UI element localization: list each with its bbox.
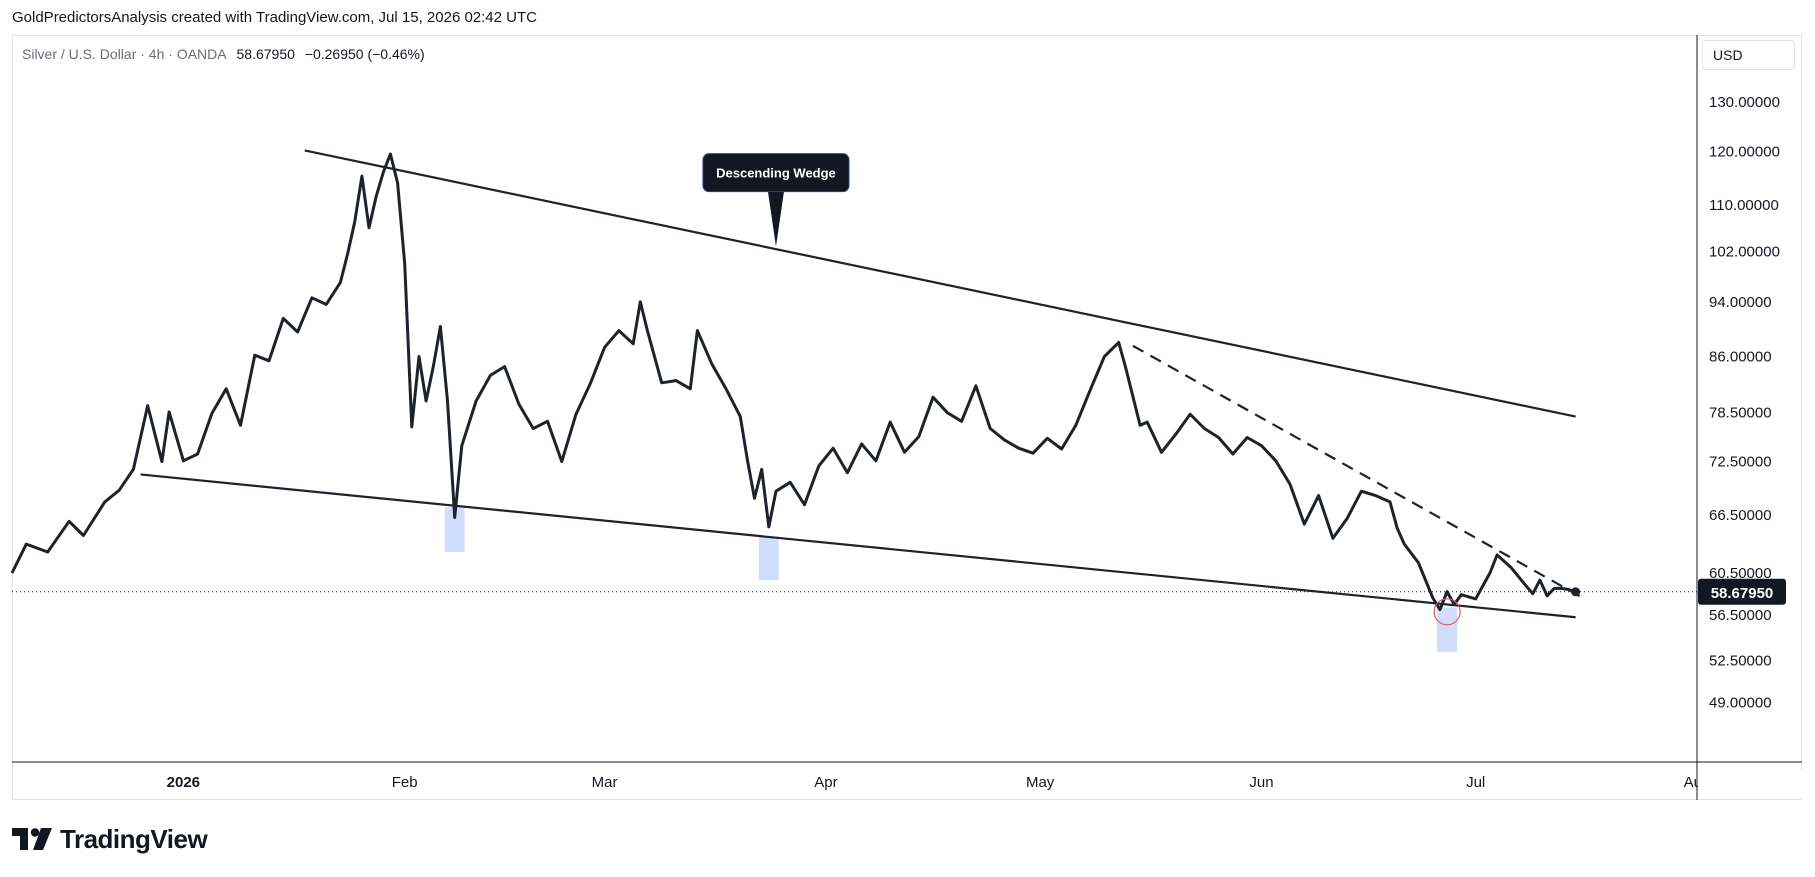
y-tick-label: 94.00000 xyxy=(1709,294,1772,311)
y-tick-label: 60.50000 xyxy=(1709,565,1772,582)
chart-frame xyxy=(12,35,1802,800)
x-tick-label: Feb xyxy=(392,774,418,791)
y-tick-label: 72.50000 xyxy=(1709,454,1772,471)
y-tick-label: 120.00000 xyxy=(1709,143,1780,160)
x-tick-label: Apr xyxy=(814,774,837,791)
annotation-pointer xyxy=(767,191,784,247)
symbol-legend: Silver / U.S. Dollar · 4h · OANDA 58.679… xyxy=(22,46,431,62)
highlight-bar xyxy=(444,507,465,552)
marker-circle xyxy=(1433,598,1461,626)
y-tick-label: 66.50000 xyxy=(1709,507,1772,524)
wedge-trendline xyxy=(140,473,1576,619)
highlight-bar xyxy=(1437,607,1458,653)
wedge-trendline xyxy=(304,149,1576,418)
annotation-label: Descending Wedge xyxy=(716,166,836,181)
y-tick-label: 52.50000 xyxy=(1709,652,1772,669)
dashed-trendline xyxy=(1132,344,1584,599)
price-change: −0.26950 (−0.46%) xyxy=(304,46,425,62)
tradingview-brand[interactable]: TradingView xyxy=(12,823,208,854)
last-price-dot xyxy=(1571,587,1581,597)
y-tick-label: 102.00000 xyxy=(1709,243,1780,260)
highlight-bar xyxy=(758,536,779,581)
y-tick-label: 130.00000 xyxy=(1709,94,1780,111)
axis-corner xyxy=(1698,770,1802,798)
y-tick-label: 110.00000 xyxy=(1709,197,1779,214)
currency-button[interactable]: USD xyxy=(1702,40,1795,70)
y-tick-label: 56.50000 xyxy=(1709,607,1772,624)
annotation-box xyxy=(702,153,850,193)
current-price-tag xyxy=(1698,578,1786,605)
y-tick-label: 86.00000 xyxy=(1709,349,1772,366)
symbol-name[interactable]: Silver / U.S. Dollar · 4h · OANDA xyxy=(22,46,227,62)
price-series-line xyxy=(10,152,1577,612)
tradingview-wordmark: TradingView xyxy=(60,823,208,854)
x-tick-label: Mar xyxy=(592,774,618,791)
tradingview-logo-icon xyxy=(12,828,52,850)
chart-caption: GoldPredictorsAnalysis created with Trad… xyxy=(12,9,537,26)
last-price: 58.67950 xyxy=(236,46,295,62)
x-tick-label: May xyxy=(1026,774,1055,791)
current-price-label: 58.67950 xyxy=(1711,585,1774,602)
x-tick-label: 2026 xyxy=(167,774,200,791)
y-tick-label: 78.50000 xyxy=(1709,405,1772,422)
x-tick-label: Jun xyxy=(1249,774,1273,791)
x-tick-label: Jul xyxy=(1466,774,1485,791)
y-tick-label: 49.00000 xyxy=(1709,695,1772,712)
